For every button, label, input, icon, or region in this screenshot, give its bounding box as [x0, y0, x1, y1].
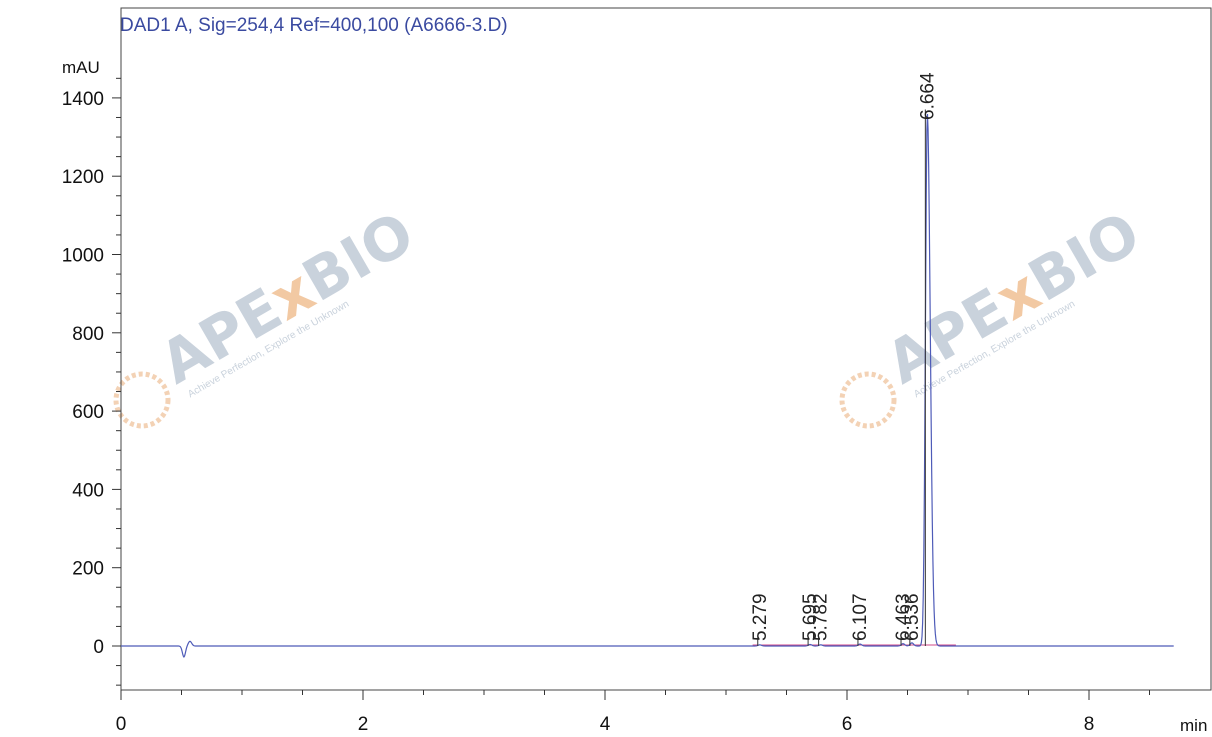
y-tick-label: 1200 [62, 167, 104, 188]
x-tick-label: 4 [600, 714, 611, 735]
watermark-right: APExBIO Achieve Perfection, Explore the … [839, 198, 1151, 429]
peak-label: 5.695 [800, 593, 821, 641]
watermark-brand: APExBIO [149, 198, 425, 397]
x-tick-label: 2 [358, 714, 369, 735]
peak-label: 5.279 [750, 593, 771, 641]
x-tick-label: 6 [842, 714, 853, 735]
x-tick-label: 0 [116, 714, 127, 735]
y-tick-label: 0 [93, 637, 104, 658]
y-tick-label: 800 [72, 324, 104, 345]
peak-label: 5.782 [811, 593, 832, 641]
y-tick-label: 600 [72, 402, 104, 423]
watermark-logo-icon [113, 371, 171, 429]
plot-frame [120, 7, 1212, 691]
watermark-left: APExBIO Achieve Perfection, Explore the … [113, 198, 425, 429]
signal-trace [121, 113, 1174, 658]
peak-label: 6.107 [850, 593, 871, 641]
y-tick-label: 1000 [62, 246, 104, 267]
chart-title: DAD1 A, Sig=254,4 Ref=400,100 (A6666-3.D… [120, 15, 508, 36]
y-tick-label: 1400 [62, 89, 104, 110]
peak-label: 6.664 [917, 72, 938, 120]
watermark-logo-icon [839, 371, 897, 429]
y-tick-label: 200 [72, 559, 104, 580]
x-tick-label: 8 [1084, 714, 1095, 735]
y-tick-label: 400 [72, 480, 104, 501]
y-axis: 0 200 400 600 800 1000 1200 1400 [62, 77, 121, 686]
x-axis-unit: min [1180, 716, 1207, 735]
y-axis-unit: mAU [62, 58, 100, 77]
peak-label: 6.463 [893, 593, 914, 641]
x-axis: 0 2 4 6 8 [116, 690, 1150, 735]
peak-label: 6.536 [902, 593, 923, 641]
watermark-brand: APExBIO [875, 198, 1151, 397]
